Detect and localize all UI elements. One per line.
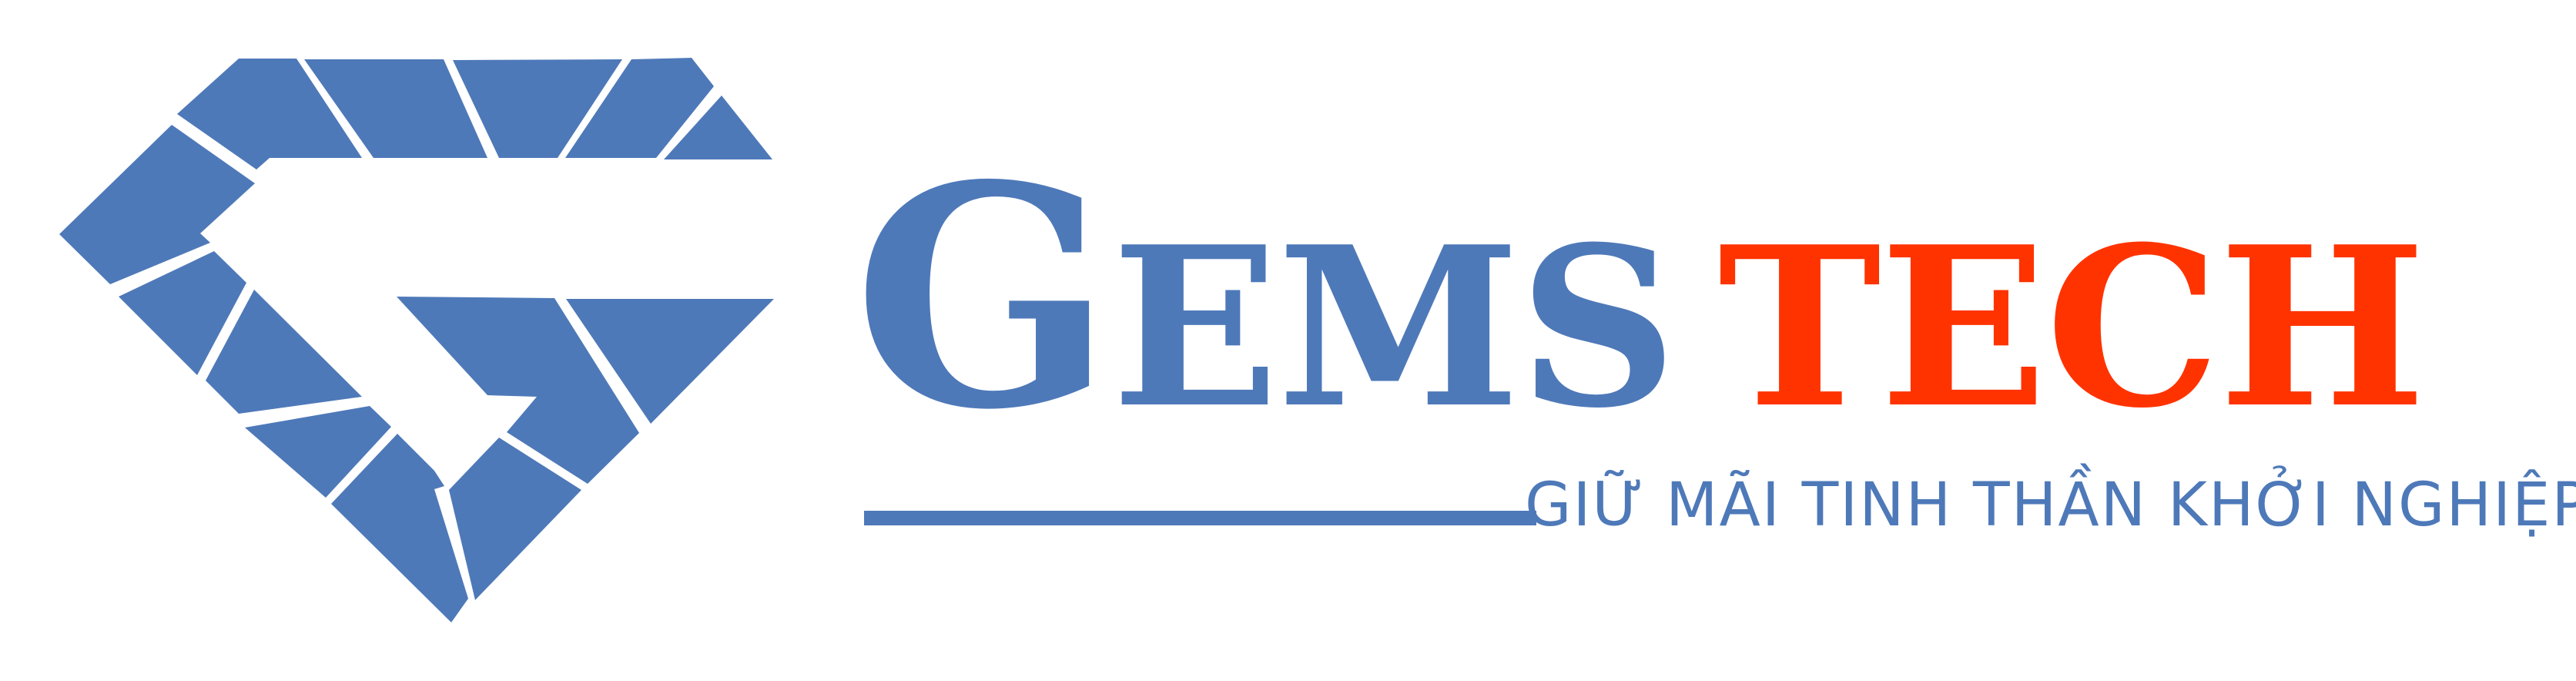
diamond-g-icon [59, 58, 774, 622]
diamond-g-facets [59, 58, 774, 622]
brand-divider [864, 511, 1536, 525]
brand-word-tech: TECH [1717, 199, 2426, 457]
brand-wordmark: GEMS TECH GIỮ MÃI TINH THẦN KHỞI NGHIỆP [832, 0, 2576, 681]
brand-initial: G [853, 119, 1113, 477]
brand-word-rest: EMS [1111, 199, 1677, 457]
brand-word-gems: GEMS [853, 146, 1677, 451]
brand-tagline: GIỮ MÃI TINH THẦN KHỞI NGHIỆP [1525, 471, 2576, 540]
brand-name: GEMS TECH [853, 146, 2426, 470]
